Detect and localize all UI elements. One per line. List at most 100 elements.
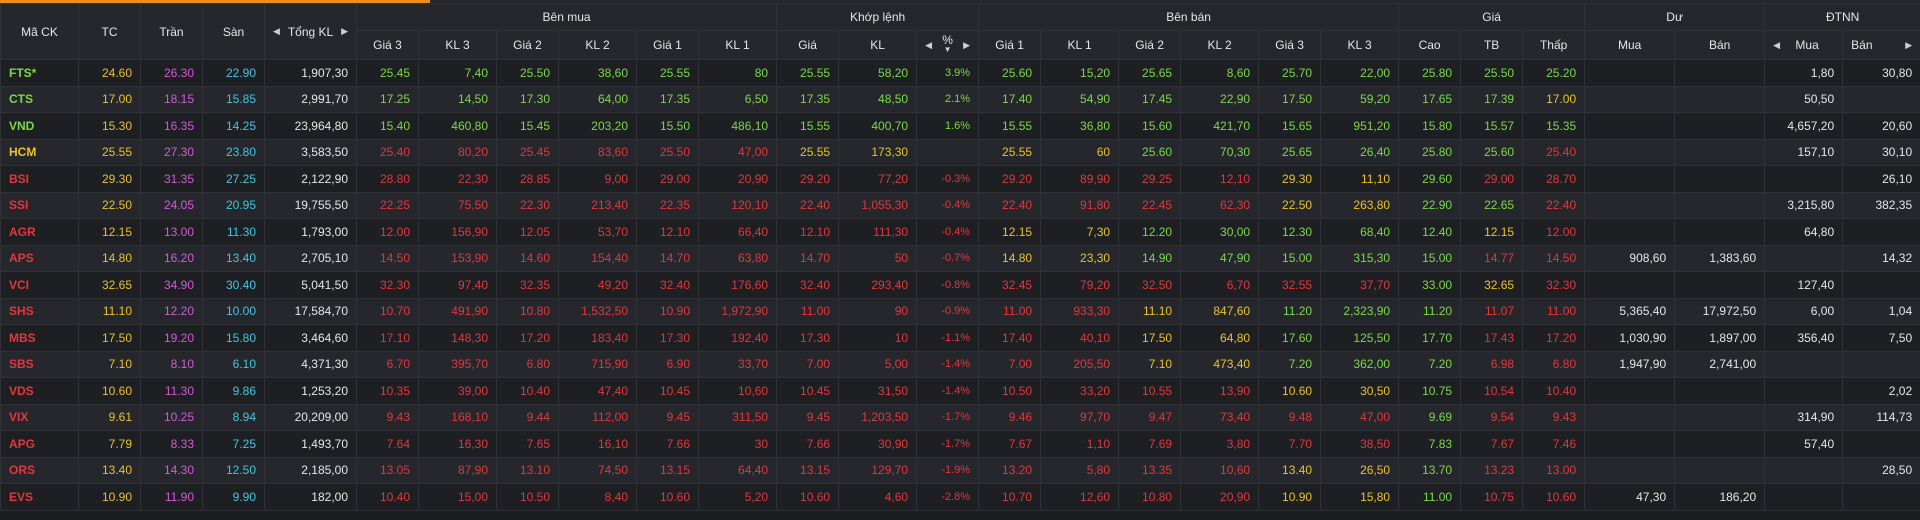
buy-vol3-cell: 16,30 — [418, 430, 497, 458]
buy-vol3-cell: 22,30 — [418, 165, 497, 193]
sell-vol1-cell: 15,20 — [1040, 59, 1120, 87]
symbol-cell[interactable]: SBS — [0, 350, 79, 378]
buy-vol1-cell: 10,60 — [697, 377, 778, 405]
table-row[interactable]: APG 7.79 8.33 7.25 1,493,70 7.64 16,30 7.65 16,1… — [0, 430, 1920, 458]
buy-price3-cell: 13.05 — [356, 456, 419, 484]
col-sell-kl1[interactable]: KL 1 — [1040, 30, 1120, 60]
buy-price3-cell: 17.10 — [356, 324, 419, 352]
col-tran[interactable]: Trần — [140, 3, 203, 60]
col-sell-kl3[interactable]: KL 3 — [1320, 30, 1400, 60]
col-match-gia[interactable]: Giá — [776, 30, 840, 60]
table-row[interactable]: VND 15.30 16.35 14.25 23,964,80 15.40 460,80 15… — [0, 112, 1920, 140]
col-ma-ck[interactable]: Mã CK — [0, 3, 79, 60]
ref-price-cell: 15.30 — [78, 112, 141, 140]
sell-price3-cell: 7.20 — [1258, 350, 1322, 378]
table-row[interactable]: APS 14.80 16.20 13.40 2,705,10 14.50 153,90 14.… — [0, 244, 1920, 272]
buy-vol3-cell: 39,00 — [418, 377, 497, 405]
col-sell-gia3[interactable]: Giá 3 — [1258, 30, 1322, 60]
match-vol-cell: 31,50 — [838, 377, 918, 405]
foreign-buy-cell: 64,80 — [1764, 218, 1844, 246]
scroll-right-icon[interactable]: ▶ — [341, 26, 348, 36]
buy-price3-cell: 10.40 — [356, 483, 419, 511]
buy-vol2-cell: 83,60 — [558, 138, 637, 166]
symbol-cell[interactable]: ORS — [0, 456, 79, 484]
symbol-cell[interactable]: CTS — [0, 85, 79, 113]
col-buy-gia1[interactable]: Giá 1 — [636, 30, 699, 60]
col-buy-gia3[interactable]: Giá 3 — [356, 30, 419, 60]
col-buy-kl2[interactable]: KL 2 — [558, 30, 637, 60]
buy-price3-cell: 6.70 — [356, 350, 419, 378]
table-row[interactable]: VDS 10.60 11.30 9.86 1,253,20 10.35 39,00 10.40… — [0, 377, 1920, 405]
symbol-cell[interactable]: EVS — [0, 483, 79, 511]
col-cao[interactable]: Cao — [1398, 30, 1462, 60]
table-row[interactable]: ORS 13.40 14.30 12.50 2,185,00 13.05 87,90 13.1… — [0, 456, 1920, 484]
col-tong-kl[interactable]: ◀ Tổng KL ▶ — [264, 3, 357, 60]
ref-price-cell: 10.90 — [78, 483, 141, 511]
avg-price-cell: 10.75 — [1460, 483, 1524, 511]
col-tb[interactable]: TB — [1460, 30, 1524, 60]
buy-vol2-cell: 38,60 — [558, 59, 637, 87]
table-row[interactable]: SSI 22.50 24.05 20.95 19,755,50 22.25 75,50 22.… — [0, 191, 1920, 219]
symbol-cell[interactable]: BSI — [0, 165, 79, 193]
buy-price2-cell: 32.35 — [496, 271, 559, 299]
symbol-cell[interactable]: SHS — [0, 297, 79, 325]
table-row[interactable]: EVS 10.90 11.90 9.90 182,00 10.40 15,00 10.50 8,… — [0, 483, 1920, 511]
foreign-sell-cell: 1,04 — [1842, 297, 1920, 325]
table-row[interactable]: BSI 29.30 31.35 27.25 2,122,90 28.80 22,30 28.8… — [0, 165, 1920, 193]
col-nn-mua[interactable]: ◀ Mua — [1764, 30, 1844, 60]
symbol-cell[interactable]: VDS — [0, 377, 79, 405]
pct-prev-icon[interactable]: ◀ — [925, 39, 932, 50]
low-price-cell: 32.30 — [1522, 271, 1586, 299]
col-match-pct[interactable]: ◀ % ▼ ▶ — [916, 30, 980, 60]
nn-prev-icon[interactable]: ◀ — [1773, 39, 1781, 50]
symbol-cell[interactable]: MBS — [0, 324, 79, 352]
foreign-sell-cell — [1842, 218, 1920, 246]
symbol-cell[interactable]: VCI — [0, 271, 79, 299]
sell-vol2-cell: 64,80 — [1180, 324, 1260, 352]
symbol-cell[interactable]: VND — [0, 112, 79, 140]
col-sell-kl2[interactable]: KL 2 — [1180, 30, 1260, 60]
symbol-cell[interactable]: APS — [0, 244, 79, 272]
table-row[interactable]: HCM 25.55 27.30 23.80 3,583,50 25.40 80,20 25.4… — [0, 138, 1920, 166]
nn-next-icon[interactable]: ▶ — [1905, 39, 1913, 50]
total-volume-cell: 23,964,80 — [264, 112, 357, 140]
scroll-left-icon[interactable]: ◀ — [273, 26, 280, 36]
col-du-ban[interactable]: Bán — [1674, 30, 1766, 60]
ceiling-price-cell: 12.20 — [140, 297, 203, 325]
symbol-cell[interactable]: VIX — [0, 403, 79, 431]
table-row[interactable]: FTS* 24.60 26.30 22.90 1,907,30 25.45 7,40 25.5… — [0, 59, 1920, 87]
col-san[interactable]: Sàn — [202, 3, 265, 60]
pct-next-icon[interactable]: ▶ — [963, 39, 971, 50]
col-buy-gia2[interactable]: Giá 2 — [496, 30, 559, 60]
match-price-cell: 7.66 — [776, 430, 840, 458]
symbol-cell[interactable]: SSI — [0, 191, 79, 219]
foreign-buy-cell: 314,90 — [1764, 403, 1844, 431]
table-row[interactable]: VIX 9.61 10.25 8.94 20,209,00 9.43 168,10 9.44 1… — [0, 403, 1920, 431]
col-sell-gia2[interactable]: Giá 2 — [1118, 30, 1182, 60]
col-thap[interactable]: Thấp — [1522, 30, 1586, 60]
col-tc[interactable]: TC — [78, 3, 141, 60]
col-match-kl[interactable]: KL — [838, 30, 918, 60]
col-nn-ban[interactable]: Bán ▶ — [1842, 30, 1920, 60]
symbol-cell[interactable]: AGR — [0, 218, 79, 246]
residual-buy-cell — [1584, 456, 1676, 484]
table-row[interactable]: CTS 17.00 18.15 15.85 2,991,70 17.25 14,50 17.3… — [0, 85, 1920, 113]
symbol-cell[interactable]: HCM — [0, 138, 79, 166]
table-row[interactable]: AGR 12.15 13.00 11.30 1,793,00 12.00 156,90 12.… — [0, 218, 1920, 246]
symbol-cell[interactable]: APG — [0, 430, 79, 458]
table-row[interactable]: SHS 11.10 12.20 10.00 17,584,70 10.70 491,90 10… — [0, 297, 1920, 325]
col-buy-kl3[interactable]: KL 3 — [418, 30, 497, 60]
floor-price-cell: 30.40 — [202, 271, 265, 299]
match-pct-cell: 1.6% — [916, 112, 980, 140]
symbol-cell[interactable]: FTS* — [0, 59, 79, 87]
col-du-mua[interactable]: Mua — [1584, 30, 1676, 60]
top-accent-bar — [0, 0, 1920, 3]
col-buy-kl1[interactable]: KL 1 — [697, 30, 778, 60]
table-row[interactable]: VCI 32.65 34.90 30.40 5,041,50 32.30 97,40 32.3… — [0, 271, 1920, 299]
table-row[interactable]: MBS 17.50 19.20 15.80 3,464,60 17.10 148,30 17.… — [0, 324, 1920, 352]
residual-sell-cell — [1674, 377, 1766, 405]
table-row[interactable]: SBS 7.10 8.10 6.10 4,371,30 6.70 395,70 6.80 715… — [0, 350, 1920, 378]
buy-price2-cell: 25.45 — [496, 138, 559, 166]
col-sell-gia1[interactable]: Giá 1 — [978, 30, 1042, 60]
sell-price2-cell: 14.90 — [1118, 244, 1182, 272]
